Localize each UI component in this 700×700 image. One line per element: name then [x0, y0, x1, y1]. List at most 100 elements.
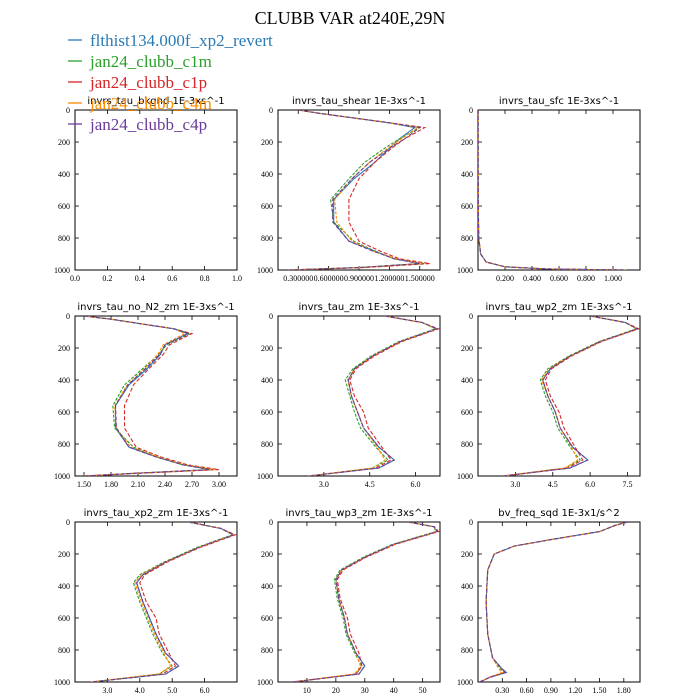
series-line-4	[288, 110, 422, 270]
x-tick-label: 2.40	[158, 480, 172, 489]
x-tick-label: 0.90	[544, 686, 558, 695]
y-tick-label: 1000	[457, 266, 473, 275]
plot-frame	[477, 521, 641, 683]
x-tick-label: 20	[332, 686, 340, 695]
series-line-1	[91, 522, 236, 682]
y-tick-label: 400	[461, 376, 473, 385]
plot-frame	[277, 315, 441, 477]
panel: bv_freq_sqd 1E-3x1/s^2 0 200 400 600 800 1000 0…	[457, 508, 641, 695]
plot-frame	[477, 109, 641, 271]
x-tick-label: 1.20	[568, 686, 582, 695]
legend-label: jan24_clubb_c1m	[89, 52, 212, 71]
y-tick-label: 0	[469, 106, 473, 115]
panel: invrs_tau_xp2_zm 1E-3xs^-1 0 200 400 600 800 1…	[54, 508, 238, 695]
y-tick-label: 400	[461, 582, 473, 591]
panel: invrs_tau_wp2_zm 1E-3xs^-1 0 200 400 600 800 1…	[457, 302, 641, 489]
plot-frame	[74, 521, 238, 683]
series-line-3	[83, 316, 220, 476]
y-tick-label: 200	[261, 138, 273, 147]
y-tick-label: 1000	[457, 678, 473, 687]
series-group	[479, 522, 629, 682]
series-line-3	[478, 110, 627, 270]
panel-title: invrs_tau_bkgnd 1E-3xs^-1	[87, 96, 224, 107]
panel-title: invrs_tau_wp3_zm 1E-3xs^-1	[286, 508, 433, 519]
x-tick-label: 3.0	[319, 480, 329, 489]
series-line-2	[91, 522, 234, 682]
x-tick-label: 3.0	[102, 686, 112, 695]
legend-label: jan24_clubb_c4p	[89, 115, 207, 134]
y-tick-label: 600	[261, 202, 273, 211]
series-line-5	[479, 522, 629, 682]
series-group	[478, 110, 627, 270]
y-tick-label: 1000	[257, 678, 273, 687]
y-tick-label: 200	[58, 550, 70, 559]
x-tick-label: 0.800	[577, 274, 595, 283]
series-group	[83, 316, 220, 476]
x-tick-label: 0.300000	[283, 274, 313, 283]
x-tick-label: 0.0	[70, 274, 80, 283]
x-tick-label: 2.10	[131, 480, 145, 489]
series-line-3	[91, 522, 237, 682]
x-tick-label: 0.900000	[344, 274, 374, 283]
x-tick-label: 1.0	[232, 274, 242, 283]
y-tick-label: 1000	[54, 678, 70, 687]
y-tick-label: 200	[58, 344, 70, 353]
y-tick-label: 0	[66, 518, 70, 527]
y-tick-label: 0	[469, 518, 473, 527]
y-tick-label: 200	[261, 344, 273, 353]
y-tick-label: 800	[461, 234, 473, 243]
x-tick-label: 4.0	[135, 686, 145, 695]
y-tick-label: 200	[261, 550, 273, 559]
y-tick-label: 400	[261, 170, 273, 179]
series-line-2	[308, 316, 437, 476]
x-tick-label: 6.0	[411, 480, 421, 489]
panel-title: invrs_tau_wp2_zm 1E-3xs^-1	[486, 302, 633, 313]
legend: flthist134.000f_xp2_revert jan24_clubb_c1…	[68, 31, 273, 134]
y-tick-label: 400	[58, 376, 70, 385]
panel-grid: invrs_tau_bkgnd 1E-3xs^-1020040060080010…	[54, 96, 641, 695]
series-line-4	[308, 316, 439, 476]
x-tick-label: 30	[361, 686, 369, 695]
x-tick-label: 0.60	[520, 686, 534, 695]
y-tick-label: 800	[261, 234, 273, 243]
y-tick-label: 0	[66, 106, 70, 115]
series-group	[288, 110, 430, 270]
y-tick-label: 400	[261, 582, 273, 591]
y-tick-label: 1000	[54, 266, 70, 275]
series-line-5	[288, 110, 422, 270]
x-tick-label: 0.30	[495, 686, 509, 695]
y-tick-label: 800	[261, 646, 273, 655]
panel-title: invrs_tau_sfc 1E-3xs^-1	[499, 96, 619, 107]
series-group	[91, 522, 237, 682]
x-tick-label: 6.0	[585, 480, 595, 489]
series-group	[308, 316, 440, 476]
x-tick-label: 3.00	[212, 480, 226, 489]
x-tick-label: 0.200	[496, 274, 514, 283]
series-line-1	[308, 316, 439, 476]
x-tick-label: 40	[390, 686, 398, 695]
x-tick-label: 2.70	[185, 480, 199, 489]
x-tick-label: 0.600	[550, 274, 568, 283]
series-line-5	[502, 316, 639, 476]
panel-title: invrs_tau_xp2_zm 1E-3xs^-1	[84, 508, 229, 519]
y-tick-label: 0	[269, 106, 273, 115]
x-tick-label: 0.4	[135, 274, 145, 283]
x-tick-label: 6.0	[200, 686, 210, 695]
series-line-4	[502, 316, 639, 476]
y-tick-label: 400	[58, 170, 70, 179]
panel: invrs_tau_shear 1E-3xs^-1 0 200 400 600 800 10…	[257, 96, 441, 283]
y-tick-label: 0	[469, 312, 473, 321]
panel-title: invrs_tau_zm 1E-3xs^-1	[298, 302, 419, 313]
series-line-4	[83, 316, 215, 476]
y-tick-label: 800	[461, 646, 473, 655]
x-tick-label: 1.50	[77, 480, 91, 489]
legend-label: jan24_clubb_c1p	[89, 73, 207, 92]
x-tick-label: 4.5	[365, 480, 375, 489]
x-tick-label: 1.200000	[374, 274, 404, 283]
series-line-4	[91, 522, 236, 682]
x-tick-label: 1.80	[617, 686, 631, 695]
series-line-1	[502, 316, 639, 476]
y-tick-label: 200	[461, 550, 473, 559]
y-tick-label: 400	[261, 376, 273, 385]
